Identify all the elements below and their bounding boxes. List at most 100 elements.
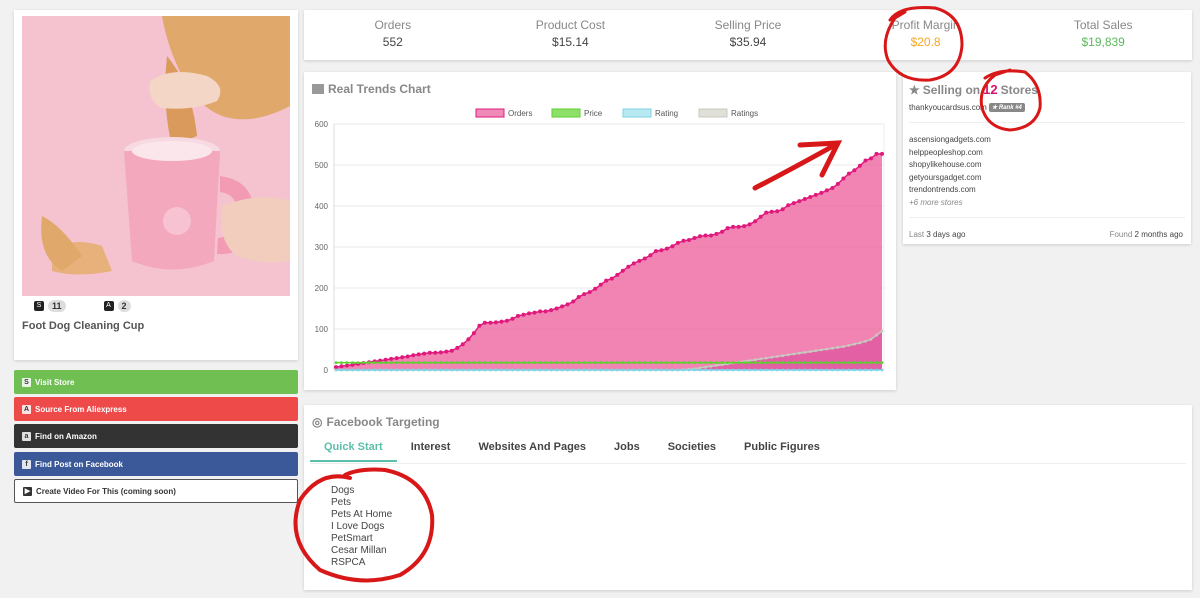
data-point-rating [775, 368, 779, 372]
stores-title: ★ Selling on 12 Stores [909, 82, 1038, 97]
find-amazon-button[interactable]: a Find on Amazon [14, 424, 298, 448]
data-point-price [560, 361, 564, 364]
data-point-price [808, 361, 812, 364]
store-item[interactable]: ascensiongadgets.com [909, 135, 991, 144]
data-point-rating [842, 368, 845, 372]
data-point-rating [621, 368, 625, 372]
data-point-rating [494, 368, 498, 372]
data-point-rating [687, 368, 691, 372]
store-item[interactable]: getyoursgadget.com [909, 172, 982, 182]
interest-item[interactable]: I Love Dogs [331, 521, 385, 532]
data-point-rating [433, 368, 437, 372]
data-point-ratings [792, 352, 796, 356]
data-point-ratings [764, 356, 768, 360]
data-point-orders [736, 224, 741, 229]
visit-store-button[interactable]: S Visit Store [14, 370, 298, 394]
store-list: ascensiongadgets.com helppeopleshop.com … [909, 134, 991, 197]
data-point-orders [692, 236, 697, 240]
data-point-price [621, 361, 625, 364]
interest-item[interactable]: PetSmart [331, 533, 373, 544]
interest-item[interactable]: Pets At Home [331, 509, 393, 520]
data-point-price [467, 361, 470, 364]
data-point-price [726, 361, 729, 364]
tab-websites-and-pages[interactable]: Websites And Pages [478, 441, 587, 453]
data-point-rating [781, 368, 785, 372]
data-point-price [842, 361, 845, 364]
tab-interest[interactable]: Interest [410, 441, 451, 453]
store-item[interactable]: shopylikehouse.com [909, 160, 982, 169]
interest-item[interactable]: Pets [331, 497, 352, 508]
data-point-orders [543, 309, 548, 314]
find-facebook-button[interactable]: f Find Post on Facebook [14, 452, 298, 476]
store-item[interactable]: helppeopleshop.com [909, 147, 983, 157]
top-store-link[interactable]: thankyoucardsus.com [909, 103, 987, 112]
data-point-orders [466, 337, 471, 342]
data-point-rating [538, 368, 542, 372]
tab-public-figures[interactable]: Public Figures [744, 441, 820, 453]
tab-quick-start[interactable]: Quick Start [310, 441, 397, 462]
data-point-price [571, 361, 575, 364]
data-point-price [527, 361, 531, 364]
data-point-orders [460, 342, 465, 347]
data-point-orders [604, 278, 609, 283]
data-point-rating [770, 368, 774, 372]
data-point-price [720, 361, 724, 364]
data-point-rating [500, 368, 503, 372]
orders-value: 552 [382, 35, 403, 49]
data-point-orders [830, 186, 835, 190]
data-point-rating [395, 368, 399, 372]
data-point-rating [808, 368, 812, 372]
stores-divider-bottom [909, 217, 1185, 218]
source-aliexpress-button[interactable]: A Source From Aliexpress [14, 397, 298, 421]
data-point-rating [461, 368, 465, 372]
data-point-rating [731, 368, 735, 372]
data-point-price [626, 361, 630, 364]
last-value: 3 days ago [926, 230, 966, 239]
data-point-orders [433, 350, 438, 355]
data-point-rating [455, 368, 459, 372]
data-point-orders [587, 290, 592, 295]
shopping-bag-icon: S [22, 377, 31, 387]
data-point-rating [533, 368, 536, 372]
data-point-price [671, 361, 674, 364]
data-point-price [847, 361, 851, 364]
product-photo [22, 16, 290, 296]
aliexpress-count: 2 [117, 300, 131, 312]
data-point-price [533, 361, 536, 364]
trends-chart[interactable]: 0 100 200 300 400 500 600 Orders Price Rating Rati… [304, 100, 896, 390]
data-point-rating [643, 368, 647, 372]
interest-item[interactable]: Dogs [331, 485, 355, 496]
data-point-price [770, 361, 774, 364]
aliexpress-badge[interactable]: A 2 [103, 300, 131, 312]
data-point-price [825, 361, 829, 364]
data-point-rating [362, 368, 365, 372]
data-point-rating [406, 368, 410, 372]
selling-price-value: $35.94 [729, 35, 767, 49]
more-stores-link[interactable]: +6 more stores [909, 198, 963, 207]
data-point-orders [389, 356, 394, 361]
data-point-ratings [814, 349, 818, 353]
find-amazon-label: Find on Amazon [35, 431, 97, 441]
data-point-orders [510, 316, 515, 321]
shopify-badge[interactable]: S 11 [34, 300, 66, 312]
data-point-orders [670, 244, 675, 249]
interest-item[interactable]: RSPCA [331, 557, 366, 568]
y-tick-label: 600 [315, 120, 329, 129]
data-point-rating [753, 368, 757, 372]
data-point-rating [373, 368, 376, 372]
create-video-button[interactable]: ▶ Create Video For This (coming soon) [14, 479, 298, 503]
data-point-rating [577, 368, 581, 372]
data-point-price [792, 361, 796, 364]
product-image[interactable] [22, 16, 290, 296]
data-point-price [422, 361, 426, 364]
data-point-price [715, 361, 718, 364]
interest-item[interactable]: Cesar Millan [331, 545, 387, 556]
tab-jobs[interactable]: Jobs [614, 441, 640, 453]
data-point-ratings [869, 337, 873, 341]
data-point-price [731, 361, 735, 364]
store-item[interactable]: trendontrends.com [909, 185, 976, 194]
tab-societies[interactable]: Societies [667, 441, 717, 453]
data-point-price [345, 361, 349, 364]
data-point-price [704, 361, 707, 364]
series-area-ratings [336, 331, 882, 370]
